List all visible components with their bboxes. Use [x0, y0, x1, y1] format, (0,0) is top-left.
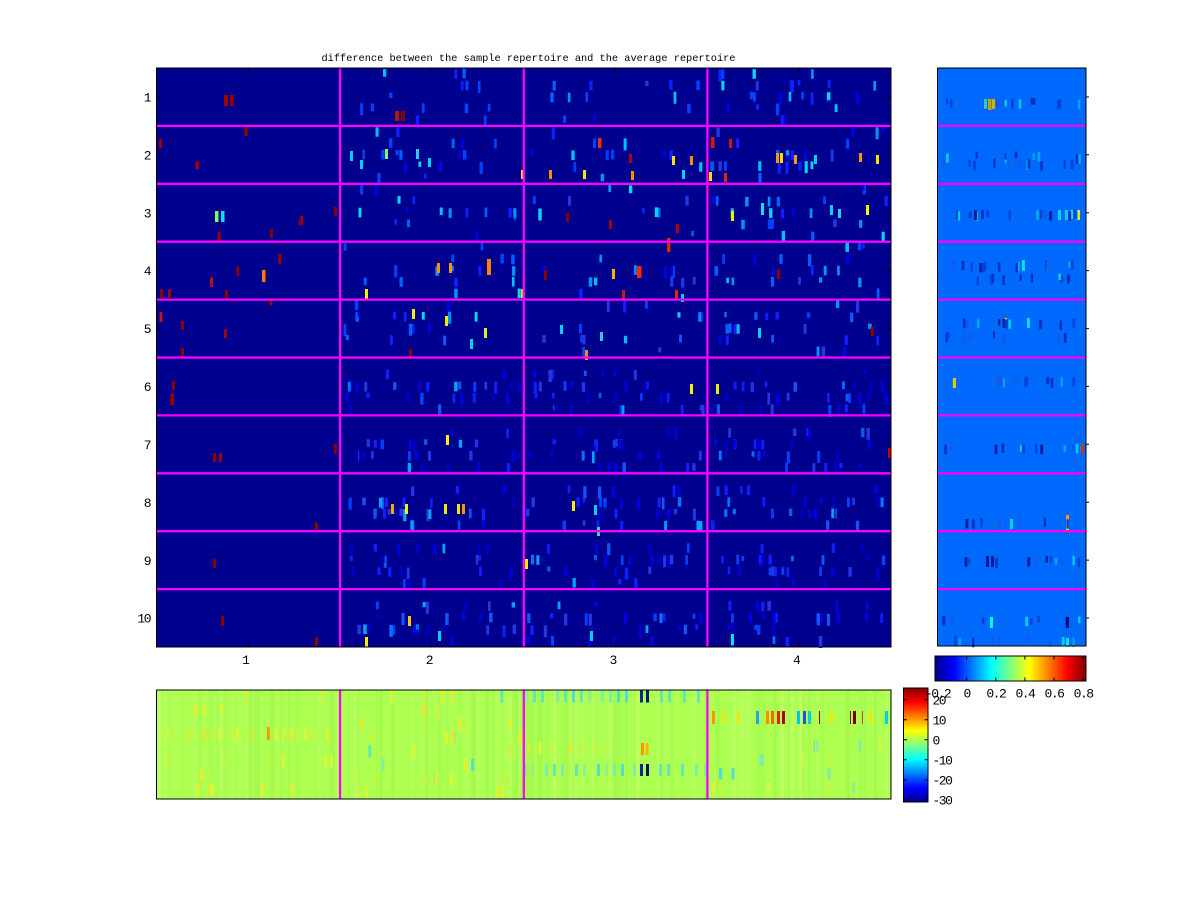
svg-text:0.4: 0.4 — [1015, 687, 1036, 702]
svg-text:10: 10 — [137, 612, 150, 627]
svg-text:-30: -30 — [933, 793, 953, 808]
svg-text:8: 8 — [144, 496, 151, 511]
svg-text:0.8: 0.8 — [1074, 687, 1094, 702]
svg-text:0: 0 — [964, 687, 971, 702]
svg-text:10: 10 — [933, 713, 946, 728]
svg-text:-0.2: -0.2 — [925, 687, 951, 702]
svg-text:1: 1 — [242, 653, 250, 668]
svg-text:0: 0 — [933, 733, 940, 748]
svg-text:-10: -10 — [933, 753, 953, 768]
svg-text:7: 7 — [144, 438, 151, 453]
svg-text:2: 2 — [144, 148, 151, 163]
svg-text:9: 9 — [144, 554, 151, 569]
svg-text:5: 5 — [144, 322, 151, 337]
svg-text:6: 6 — [144, 380, 151, 395]
svg-text:3: 3 — [144, 206, 151, 221]
svg-text:20: 20 — [933, 693, 946, 708]
svg-text:-20: -20 — [933, 773, 953, 788]
svg-text:difference between the sample: difference between the sample repertoire… — [321, 53, 735, 65]
svg-text:2: 2 — [426, 653, 433, 668]
svg-text:0.2: 0.2 — [986, 687, 1006, 702]
svg-text:4: 4 — [144, 264, 152, 279]
svg-text:1: 1 — [144, 91, 152, 106]
svg-text:3: 3 — [609, 653, 616, 668]
svg-text:4: 4 — [793, 653, 801, 668]
svg-text:0.6: 0.6 — [1045, 687, 1065, 702]
